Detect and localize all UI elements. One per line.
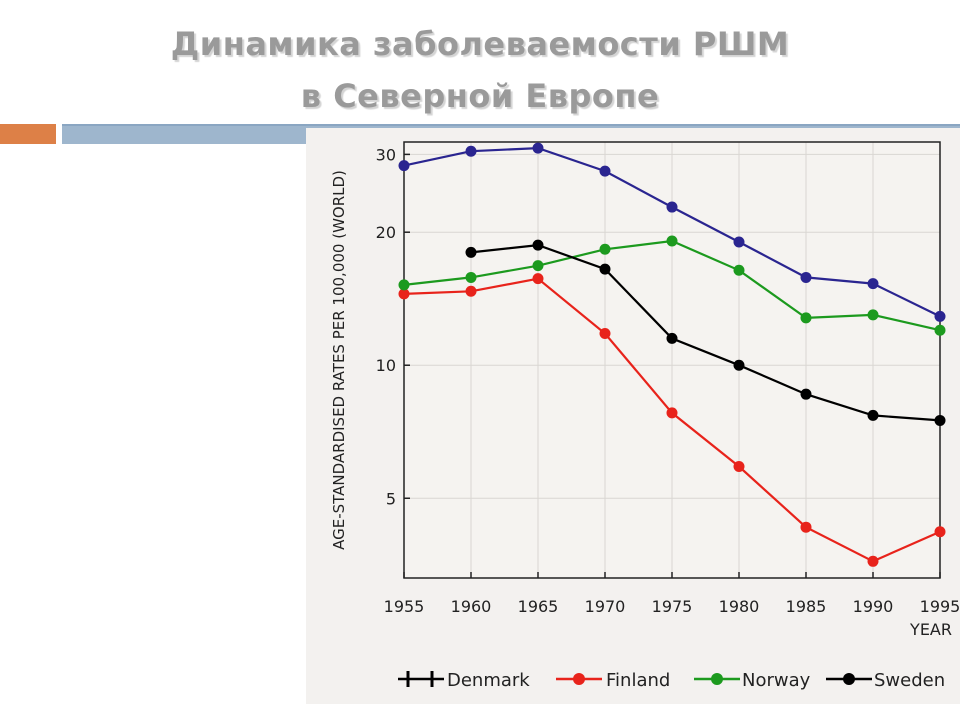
data-point-denmark	[733, 236, 745, 248]
data-point-denmark	[800, 271, 812, 283]
x-axis-label: YEAR	[909, 620, 952, 639]
data-point-denmark	[398, 160, 410, 172]
accent-bar-orange	[0, 124, 56, 144]
data-point-finland	[398, 288, 410, 300]
data-point-finland	[666, 407, 678, 419]
y-tick-label: 5	[386, 489, 396, 508]
data-point-denmark	[666, 201, 678, 213]
data-point-denmark	[599, 165, 611, 177]
x-tick-label: 1985	[786, 597, 827, 616]
data-point-sweden	[465, 246, 477, 258]
x-tick-label: 1975	[652, 597, 693, 616]
y-tick-label: 10	[376, 356, 396, 375]
slide-title-line-2: в Северной Европе	[300, 77, 660, 115]
data-point-norway	[532, 260, 544, 272]
data-point-norway	[867, 309, 879, 321]
data-point-norway	[800, 312, 812, 324]
data-point-sweden	[599, 263, 611, 275]
data-point-denmark	[532, 142, 544, 154]
data-point-sweden	[800, 388, 812, 400]
data-point-norway	[465, 271, 477, 283]
x-tick-label: 1980	[719, 597, 760, 616]
data-point-finland	[532, 273, 544, 285]
data-point-finland	[465, 285, 477, 297]
legend-marker-sweden	[843, 673, 855, 685]
data-point-norway	[398, 279, 410, 291]
series-line-sweden	[470, 243, 941, 422]
data-point-finland	[599, 327, 611, 339]
x-tick-label: 1970	[585, 597, 626, 616]
accent-bar-edge	[62, 124, 960, 126]
legend-label-norway: Norway	[742, 670, 811, 691]
legend-label-finland: Finland	[606, 670, 670, 691]
data-point-sweden	[532, 239, 544, 251]
legend-marker-norway	[711, 673, 723, 685]
data-point-finland	[934, 526, 946, 538]
y-axis-label: AGE-STANDARDISED RATES PER 100,000 (WORL…	[330, 170, 348, 550]
data-point-denmark	[465, 145, 477, 157]
x-tick-label: 1965	[518, 597, 559, 616]
legend-marker-finland	[573, 673, 585, 685]
data-point-denmark	[867, 278, 879, 290]
x-tick-label: 1990	[853, 597, 894, 616]
data-point-sweden	[867, 409, 879, 421]
data-point-denmark	[934, 310, 946, 322]
legend-label-sweden: Sweden	[874, 670, 945, 691]
data-point-norway	[599, 243, 611, 255]
data-point-sweden	[934, 414, 946, 426]
y-tick-label: 30	[376, 145, 396, 164]
y-tick-label: 20	[376, 223, 396, 242]
slide-title-line-1: Динамика заболеваемости РШМ	[170, 25, 790, 63]
data-point-norway	[733, 264, 745, 276]
data-point-finland	[867, 555, 879, 567]
x-tick-label: 1995	[920, 597, 960, 616]
data-point-finland	[800, 521, 812, 533]
data-point-norway	[666, 235, 678, 247]
legend-label-denmark: Denmark	[447, 670, 530, 691]
x-tick-label: 1960	[451, 597, 492, 616]
data-point-sweden	[666, 332, 678, 344]
incidence-line-chart: 1955 1960 1965 1970 1975 1980 1985 1990 1995 5 10 2…	[330, 141, 960, 691]
data-point-sweden	[733, 359, 745, 371]
x-tick-label: 1955	[384, 597, 425, 616]
data-point-finland	[733, 460, 745, 472]
data-point-norway	[934, 324, 946, 336]
